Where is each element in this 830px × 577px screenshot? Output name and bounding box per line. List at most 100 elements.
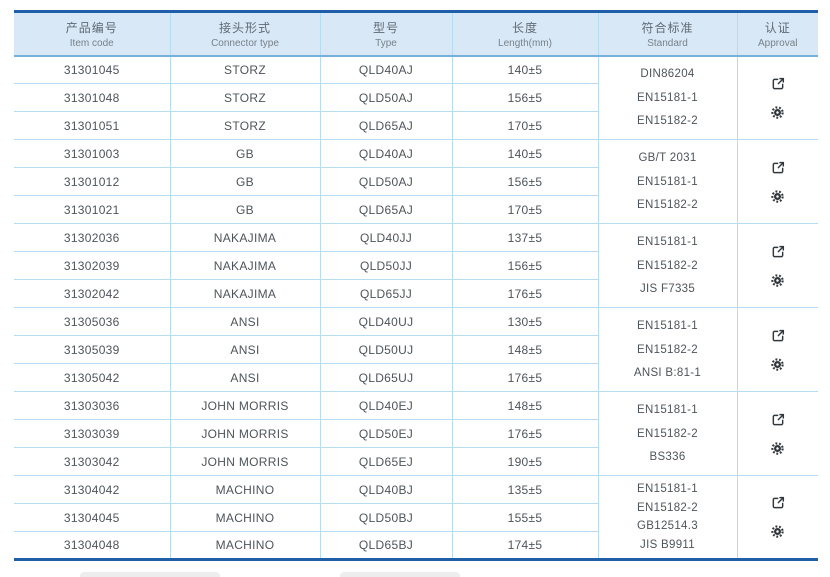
item-code-cell: 31304042 (14, 475, 170, 504)
table-row: 31301048 STORZ QLD50AJ 156±5 (14, 83, 818, 112)
length-cell: 148±5 (451, 391, 598, 420)
header-label-en: Item code (69, 37, 114, 49)
length-cell: 174±5 (451, 531, 598, 560)
header-label-en: Type (375, 37, 397, 49)
approval-cell (736, 223, 818, 308)
table-row: 31303042 JOHN MORRIS QLD65EJ 190±5 (14, 447, 818, 476)
item-code-cell: 31301045 (14, 55, 170, 84)
item-code-cell: 31302042 (14, 279, 170, 308)
header-label-en: Length(mm) (498, 37, 552, 49)
header-label-zh: 型号 (372, 20, 399, 35)
item-code-cell: 31303036 (14, 391, 170, 420)
header-label-zh: 产品编号 (65, 20, 118, 35)
standard-cell: EN15181-1 EN15182-2 JIS F7335 (597, 223, 737, 308)
table-row: 31301012 GB QLD50AJ 156±5 (14, 167, 818, 196)
header-label-en: Standard (647, 37, 688, 49)
connector-cell: GB (169, 139, 320, 168)
item-code-cell: 31304045 (14, 503, 170, 532)
type-cell: QLD65AJ (319, 195, 452, 224)
table-row group-start: 31303036 JOHN MORRIS QLD40EJ 148±5 EN15181-1… (14, 391, 818, 476)
certificate-icon (770, 244, 786, 260)
standard-line: BS336 (649, 451, 686, 463)
header-label-zh: 长度 (511, 20, 538, 35)
standard-line: EN15181-1 (637, 320, 698, 332)
standard-line: EN15181-1 (637, 404, 698, 416)
length-cell: 190±5 (451, 447, 598, 476)
length-cell: 176±5 (451, 363, 598, 392)
item-code-cell: 31302036 (14, 223, 170, 252)
seal-icon (770, 273, 785, 288)
type-cell: QLD50JJ (319, 251, 452, 280)
seal-icon (770, 189, 785, 204)
approval-cell (736, 307, 818, 392)
length-cell: 156±5 (451, 83, 598, 112)
item-code-cell: 31303042 (14, 447, 170, 476)
header-label-zh: 接头形式 (218, 20, 271, 35)
connector-cell: NAKAJIMA (169, 223, 320, 252)
connector-cell: JOHN MORRIS (169, 419, 320, 448)
length-cell: 176±5 (451, 279, 598, 308)
approval-cell (736, 475, 818, 560)
connector-cell: ANSI (169, 307, 320, 336)
standard-line: EN15182-2 (637, 199, 698, 211)
length-cell: 130±5 (451, 307, 598, 336)
table-row: 31301021 GB QLD65AJ 170±5 (14, 195, 818, 224)
type-cell: QLD40EJ (319, 391, 452, 420)
type-cell: QLD40AJ (319, 139, 452, 168)
certificate-icon (770, 76, 786, 92)
length-cell: 156±5 (451, 251, 598, 280)
header-label-zh: 符合标准 (641, 20, 694, 35)
item-code-cell: 31301051 (14, 111, 170, 140)
item-code-cell: 31301003 (14, 139, 170, 168)
length-cell: 135±5 (451, 475, 598, 504)
connector-cell: ANSI (169, 363, 320, 392)
connector-cell: NAKAJIMA (169, 279, 320, 308)
item-code-cell: 31303039 (14, 419, 170, 448)
item-code-cell: 31304048 (14, 531, 170, 560)
connector-cell: STORZ (169, 83, 320, 112)
length-cell: 137±5 (451, 223, 598, 252)
seal-icon (770, 524, 785, 539)
table-row: 31305042 ANSI QLD65UJ 176±5 (14, 363, 818, 392)
certificate-icon (770, 328, 786, 344)
item-code-cell: 31301021 (14, 195, 170, 224)
table-row: 31305039 ANSI QLD50UJ 148±5 (14, 335, 818, 364)
approval-cell (736, 55, 818, 140)
standard-line: GB12514.3 (637, 520, 698, 533)
connector-cell: JOHN MORRIS (169, 447, 320, 476)
standard-line: EN15182-2 (637, 501, 698, 514)
connector-cell: GB (169, 195, 320, 224)
standard-cell: EN15181-1 EN15182-2 BS336 (597, 391, 737, 476)
length-cell: 170±5 (451, 111, 598, 140)
connector-cell: STORZ (169, 111, 320, 140)
type-cell: QLD50BJ (319, 503, 452, 532)
standard-line: EN15182-2 (637, 343, 698, 356)
table-row: 31302039 NAKAJIMA QLD50JJ 156±5 (14, 251, 818, 280)
standard-line: EN15182-2 (637, 259, 698, 272)
certificate-icon (770, 412, 786, 428)
item-code-cell: 31301048 (14, 83, 170, 112)
connector-cell: MACHINO (169, 531, 320, 560)
standard-line: ANSI B:81-1 (633, 367, 702, 379)
length-cell: 140±5 (451, 139, 598, 168)
connector-cell: GB (169, 167, 320, 196)
standard-line: DIN86204 (640, 68, 695, 81)
item-code-cell: 31305036 (14, 307, 170, 336)
approval-cell (736, 391, 818, 476)
cutoff-content-hint (80, 572, 220, 577)
type-cell: QLD65BJ (319, 531, 452, 560)
type-cell: QLD65UJ (319, 363, 452, 392)
table-body: 31301045 STORZ QLD40AJ 140±5 DIN86204 EN15181… (14, 55, 818, 560)
item-code-cell: 31305039 (14, 335, 170, 364)
product-spec-table: 产品编号 Item code 接头形式 Connector type 型号 Ty… (14, 10, 818, 561)
length-cell: 148±5 (451, 335, 598, 364)
header-row: 产品编号 Item code 接头形式 Connector type 型号 Ty… (14, 11, 818, 57)
column-header-standard: 符合标准 Standard (597, 11, 737, 57)
column-header-type: 型号 Type (319, 11, 452, 57)
standard-line: EN15181-1 (637, 482, 698, 495)
column-header-item-code: 产品编号 Item code (14, 11, 170, 57)
connector-cell: JOHN MORRIS (169, 391, 320, 420)
table-row group-start: 31302036 NAKAJIMA QLD40JJ 137±5 EN15181-1 EN1… (14, 223, 818, 308)
certificate-icon (770, 160, 786, 176)
standard-cell: DIN86204 EN15181-1 EN15182-2 (597, 55, 737, 140)
